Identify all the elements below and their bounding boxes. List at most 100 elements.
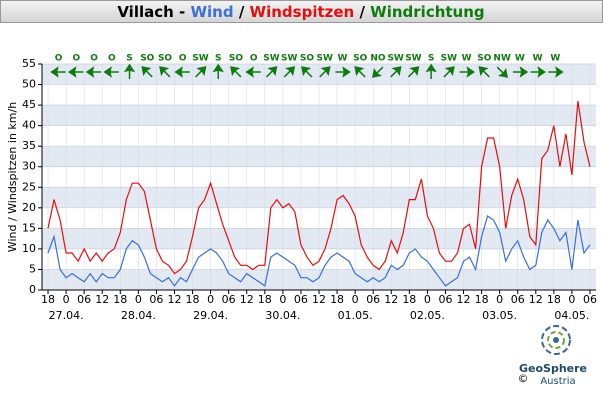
x-tick-label: 18 (258, 293, 272, 306)
logo-ring (547, 331, 565, 349)
wind-direction-label: O (250, 54, 258, 64)
x-tick-label: 0 (279, 293, 286, 306)
x-tick-label: 18 (113, 293, 127, 306)
x-tick-label: 0 (424, 293, 431, 306)
wind-direction-arrow (372, 66, 384, 78)
x-tick-label: 0 (207, 293, 214, 306)
title-part: Villach - (117, 3, 185, 21)
wind-direction-arrow (212, 63, 224, 79)
x-date-label: 29.04. (193, 309, 228, 322)
x-tick-label: 12 (240, 293, 254, 306)
x-date-label: 30.04. (265, 309, 300, 322)
wind-direction-arrow (390, 66, 402, 78)
wind-direction-label: O (179, 54, 187, 64)
x-tick-label: 18 (41, 293, 55, 306)
wind-direction-arrow (50, 66, 66, 78)
wind-direction-label: SW (316, 54, 332, 64)
wind-direction-arrow (335, 66, 351, 78)
y-tick-label: 55 (22, 57, 36, 70)
wind-direction-label: SW (441, 54, 457, 64)
x-date-label: 04.05. (554, 309, 589, 322)
wind-direction-label: SW (281, 54, 297, 64)
logo-dot (553, 337, 559, 343)
wind-direction-label: S (126, 54, 132, 64)
wind-direction-label: S (428, 54, 434, 64)
wind-direction-arrow (85, 66, 102, 78)
wind-direction-arrow (548, 66, 564, 78)
y-tick-label: 20 (22, 201, 36, 214)
wind-direction-label: W (550, 54, 560, 64)
wind-direction-label: S (215, 54, 221, 64)
wind-direction-arrow (478, 66, 490, 78)
wind-direction-label: SO (300, 54, 314, 64)
wind-direction-label: W (515, 54, 525, 64)
x-tick-label: 0 (63, 293, 70, 306)
y-tick-label: 50 (22, 78, 36, 91)
chart-title: Villach - Wind / Windspitzen / Windricht… (117, 3, 484, 21)
x-tick-label: 12 (95, 293, 109, 306)
x-tick-label: 06 (511, 293, 525, 306)
x-tick-label: 06 (294, 293, 308, 306)
wind-direction-arrow (512, 66, 529, 78)
wind-direction-arrow (319, 66, 331, 78)
wind-direction-label: SW (387, 54, 403, 64)
x-tick-label: 18 (402, 293, 416, 306)
wind-direction-arrow (174, 66, 190, 78)
wind-direction-arrow (425, 63, 437, 79)
wind-direction-label: NW (493, 54, 511, 64)
wind-direction-arrow (443, 66, 455, 78)
x-tick-label: 06 (77, 293, 91, 306)
title-part: / (239, 3, 245, 21)
wind-direction-arrow (67, 66, 84, 78)
x-date-label: 02.05. (410, 309, 445, 322)
wind-direction-arrow (265, 66, 278, 78)
y-tick-label: 25 (22, 180, 36, 193)
wind-direction-arrow (283, 66, 296, 78)
y-tick-label: 15 (22, 221, 36, 234)
x-tick-label: 0 (135, 293, 142, 306)
title-part: Windspitzen (250, 3, 355, 21)
x-tick-label: 0 (568, 293, 575, 306)
wind-direction-arrow (245, 66, 261, 78)
wind-direction-arrow (103, 66, 119, 78)
y-tick-label: 10 (22, 242, 36, 255)
wind-direction-label: SW (192, 54, 208, 64)
x-tick-label: 12 (529, 293, 543, 306)
wind-direction-label: O (72, 54, 80, 64)
x-tick-label: 06 (149, 293, 163, 306)
wind-direction-label: SO (353, 54, 367, 64)
x-tick-label: 12 (384, 293, 398, 306)
wind-direction-arrow (496, 66, 509, 78)
title-part: Wind (190, 3, 233, 21)
wind-direction-label: O (108, 54, 116, 64)
x-tick-label: 06 (222, 293, 236, 306)
wind-direction-arrow (407, 66, 420, 78)
x-tick-label: 06 (438, 293, 452, 306)
series-line (47, 215, 591, 287)
wind-direction-label: SO (229, 54, 243, 64)
x-date-label: 01.05. (338, 309, 373, 322)
wind-direction-label: SW (263, 54, 279, 64)
wind-direction-label: NO (370, 54, 386, 64)
wind-direction-label: W (337, 54, 347, 64)
x-tick-label: 12 (167, 293, 181, 306)
logo: GeoSphere © Austria (518, 325, 587, 387)
wind-direction-arrow (301, 66, 313, 78)
wind-direction-arrow (459, 66, 475, 78)
x-tick-label: 0 (496, 293, 503, 306)
title-part: Windrichtung (370, 3, 484, 21)
y-tick-label: 35 (22, 139, 36, 152)
wind-direction-arrow (141, 66, 153, 78)
wind-direction-label: SO (158, 54, 172, 64)
x-tick-label: 06 (366, 293, 380, 306)
wind-direction-arrow (354, 66, 366, 78)
x-tick-label: 18 (330, 293, 344, 306)
y-tick-label: 5 (29, 262, 36, 275)
wind-direction-arrow (530, 66, 546, 78)
wind-direction-label: SW (405, 54, 421, 64)
wind-direction-arrow (230, 66, 242, 78)
y-tick-label: 40 (22, 119, 36, 132)
x-tick-label: 06 (583, 293, 597, 306)
